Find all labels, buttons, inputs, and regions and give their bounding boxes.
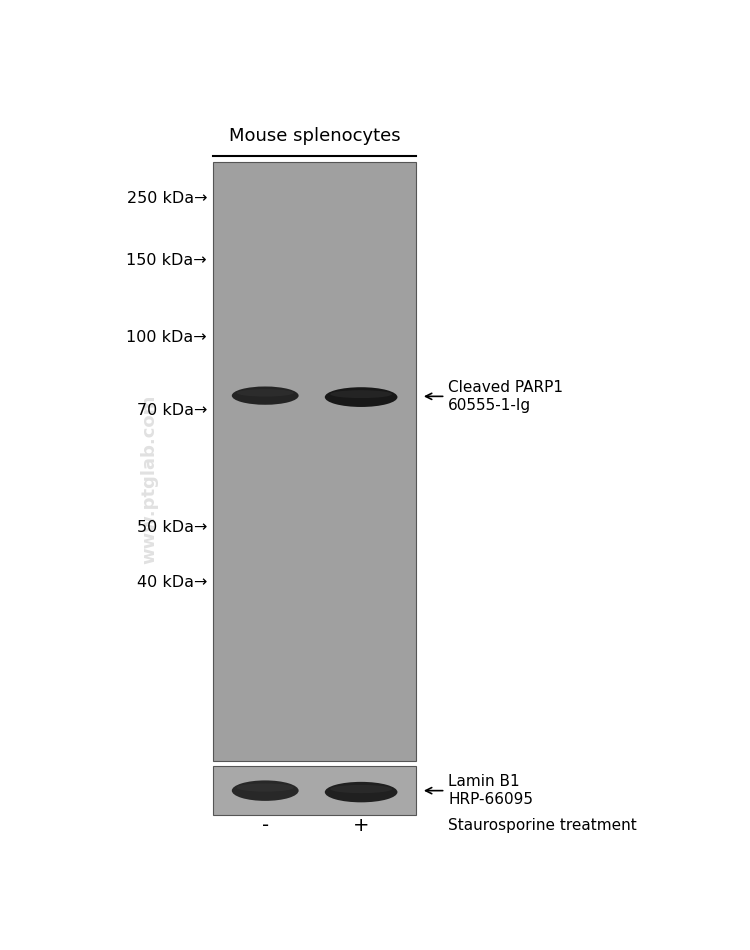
Text: www.ptglab.com: www.ptglab.com (140, 395, 158, 564)
Bar (213, 162, 416, 761)
Text: Staurosporine treatment: Staurosporine treatment (448, 818, 637, 832)
Ellipse shape (330, 785, 392, 793)
Text: 250 kDa→: 250 kDa→ (127, 191, 207, 205)
Text: 50 kDa→: 50 kDa→ (136, 520, 207, 535)
Ellipse shape (232, 387, 298, 405)
Bar (213, 767, 416, 815)
Ellipse shape (232, 780, 298, 801)
Text: +: + (352, 815, 369, 834)
Ellipse shape (237, 390, 294, 396)
Ellipse shape (330, 390, 392, 398)
Text: 40 kDa→: 40 kDa→ (136, 575, 207, 590)
Ellipse shape (325, 388, 398, 407)
Text: -: - (262, 815, 268, 834)
Text: Lamin B1
HRP-66095: Lamin B1 HRP-66095 (426, 774, 533, 807)
Ellipse shape (237, 784, 294, 791)
Text: 150 kDa→: 150 kDa→ (127, 253, 207, 268)
Text: Mouse splenocytes: Mouse splenocytes (229, 127, 400, 145)
Ellipse shape (325, 782, 398, 803)
Text: 100 kDa→: 100 kDa→ (127, 330, 207, 345)
Text: Cleaved PARP1
60555-1-Ig: Cleaved PARP1 60555-1-Ig (426, 380, 563, 412)
Text: 70 kDa→: 70 kDa→ (136, 403, 207, 418)
